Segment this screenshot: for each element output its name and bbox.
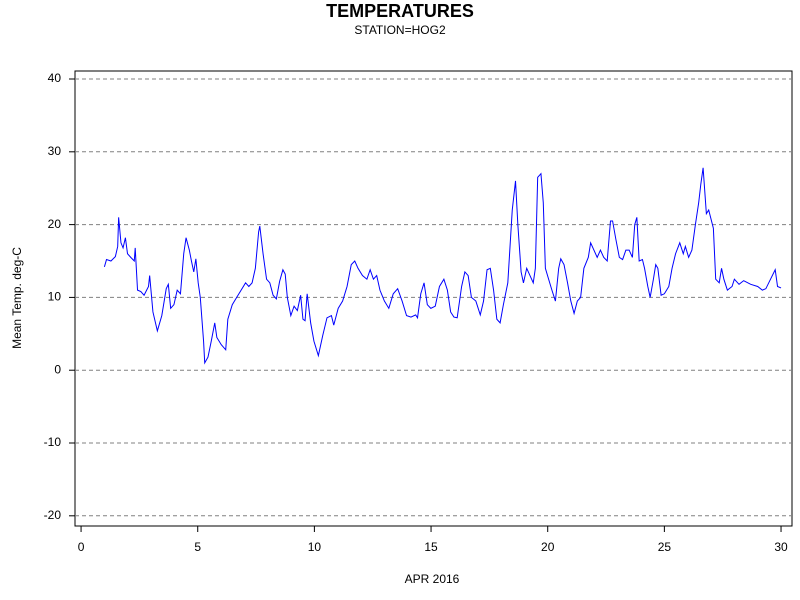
x-tick-label: 30 bbox=[774, 540, 788, 554]
plot-frame bbox=[74, 70, 793, 527]
y-tick-label: 10 bbox=[48, 290, 62, 304]
y-axis-label: Mean Temp. deg-C bbox=[10, 247, 24, 349]
x-axis-label: APR 2016 bbox=[405, 572, 460, 586]
y-tick-label: -10 bbox=[44, 435, 62, 449]
x-tick-label: 25 bbox=[658, 540, 672, 554]
line-series bbox=[103, 167, 782, 365]
y-tick-label: 30 bbox=[48, 144, 62, 158]
chart-title: TEMPERATURES bbox=[326, 1, 474, 21]
x-tick-label: 10 bbox=[308, 540, 322, 554]
y-tick-label: 0 bbox=[54, 362, 61, 376]
x-tick-label: 20 bbox=[541, 540, 555, 554]
x-tick-label: 0 bbox=[78, 540, 85, 554]
chart-subtitle: STATION=HOG2 bbox=[354, 23, 446, 37]
y-tick-label: 40 bbox=[48, 71, 62, 85]
x-tick-label: 5 bbox=[194, 540, 201, 554]
x-tick-label: 15 bbox=[424, 540, 438, 554]
y-tick-label: 20 bbox=[48, 217, 62, 231]
y-tick-label: -20 bbox=[44, 508, 62, 522]
